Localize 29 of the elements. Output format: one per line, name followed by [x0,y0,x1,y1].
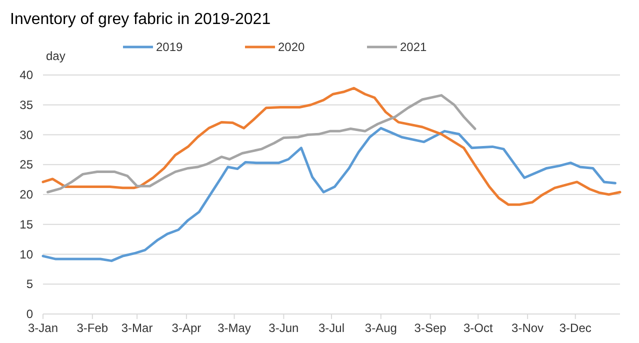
y-tick-label: 35 [20,98,34,112]
y-tick-label: 30 [20,128,34,142]
x-tick-label: 3-Oct [463,321,494,335]
x-tick-label: 3-Jul [318,321,345,335]
x-tick-label: 3-Apr [172,321,202,335]
x-tick-label: 3-Mar [121,321,153,335]
chart-title: Inventory of grey fabric in 2019-2021 [10,11,271,28]
y-tick-label: 40 [20,68,34,82]
y-tick-label: 25 [20,158,34,172]
y-tick-label: 10 [20,247,34,262]
x-tick-label: 3-May [218,321,251,335]
legend-label: 2020 [278,40,306,54]
y-tick-label: 20 [20,188,34,202]
x-tick-label: 3-Nov [512,321,544,335]
line-series [42,126,616,262]
legend-label: 2021 [400,40,428,54]
x-tick-label: 3-Sep [414,321,447,335]
legend-label: 2019 [156,40,184,54]
x-tick-label: 3-Jun [268,321,299,335]
x-tick-label: 3-Feb [76,321,108,335]
y-axis-title: day [46,49,66,63]
y-tick-label: 0 [26,307,34,321]
x-tick-label: 3-Jan [28,321,58,335]
x-tick-label: 3-Dec [559,321,592,335]
x-tick-label: 3-Aug [364,321,397,335]
y-tick-label: 15 [20,217,34,232]
line-series [46,94,476,194]
y-tick-label: 5 [26,277,34,292]
line-series [42,86,622,206]
